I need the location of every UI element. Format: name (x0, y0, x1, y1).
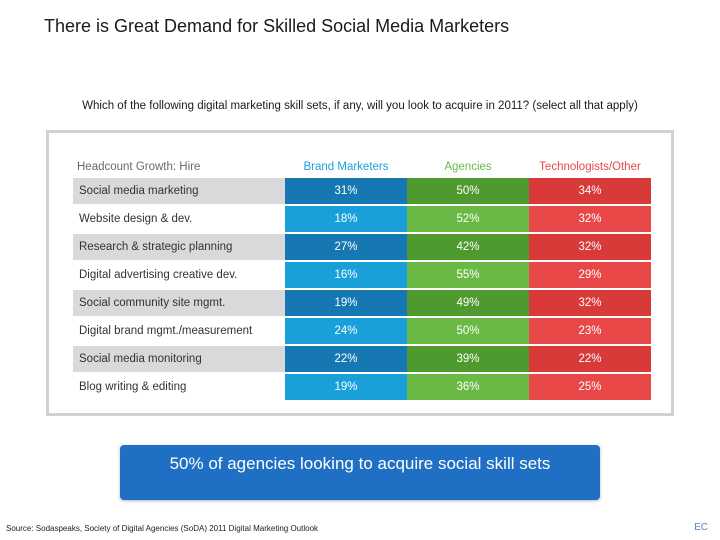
table-row: Social community site mgmt. 19% 49% 32% (73, 289, 651, 318)
row-label: Social media monitoring (73, 345, 285, 374)
table-row: Social media monitoring 22% 39% 22% (73, 345, 651, 374)
value-cell: 32% (529, 205, 651, 234)
row-label: Social media marketing (73, 178, 285, 206)
value-cell: 22% (529, 345, 651, 374)
table-row: Digital brand mgmt./measurement 24% 50% … (73, 317, 651, 346)
row-label: Digital advertising creative dev. (73, 261, 285, 290)
value-cell: 42% (407, 233, 529, 262)
value-cell: 18% (285, 205, 407, 234)
value-cell: 39% (407, 345, 529, 374)
row-label: Digital brand mgmt./measurement (73, 317, 285, 346)
value-cell: 50% (407, 178, 529, 206)
value-cell: 22% (285, 345, 407, 374)
column-header: Brand Marketers (303, 161, 389, 173)
skills-table: Headcount Growth: Hire Brand Marketers A… (73, 156, 651, 402)
value-cell: 52% (407, 205, 529, 234)
value-cell: 27% (285, 233, 407, 262)
value-cell: 25% (529, 373, 651, 402)
row-header: Headcount Growth: Hire (77, 161, 201, 173)
table-row: Digital advertising creative dev. 16% 55… (73, 261, 651, 290)
value-cell: 16% (285, 261, 407, 290)
value-cell: 31% (285, 178, 407, 206)
column-header: Technologists/Other (539, 161, 641, 173)
value-cell: 55% (407, 261, 529, 290)
value-cell: 32% (529, 233, 651, 262)
column-header: Agencies (444, 161, 492, 173)
value-cell: 34% (529, 178, 651, 206)
value-cell: 32% (529, 289, 651, 318)
table-row: Research & strategic planning 27% 42% 32… (73, 233, 651, 262)
value-cell: 50% (407, 317, 529, 346)
table-row: Social media marketing 31% 50% 34% (73, 178, 651, 206)
table-header-row: Headcount Growth: Hire Brand Marketers A… (73, 156, 651, 178)
survey-question: Which of the following digital marketing… (82, 100, 638, 112)
callout-box: 50% of agencies looking to acquire socia… (120, 445, 600, 500)
slide-title: There is Great Demand for Skilled Social… (44, 16, 510, 36)
corner-link[interactable]: EC (694, 522, 708, 533)
row-label: Social community site mgmt. (73, 289, 285, 318)
table-row: Website design & dev. 18% 52% 32% (73, 205, 651, 234)
value-cell: 19% (285, 373, 407, 402)
value-cell: 19% (285, 289, 407, 318)
value-cell: 29% (529, 261, 651, 290)
value-cell: 36% (407, 373, 529, 402)
table-row: Blog writing & editing 19% 36% 25% (73, 373, 651, 402)
value-cell: 23% (529, 317, 651, 346)
row-label: Research & strategic planning (73, 233, 285, 262)
value-cell: 49% (407, 289, 529, 318)
row-label: Website design & dev. (73, 205, 285, 234)
row-label: Blog writing & editing (73, 373, 285, 402)
value-cell: 24% (285, 317, 407, 346)
source-note: Source: Sodaspeaks, Society of Digital A… (6, 524, 319, 533)
table-frame: Headcount Growth: Hire Brand Marketers A… (46, 130, 674, 416)
